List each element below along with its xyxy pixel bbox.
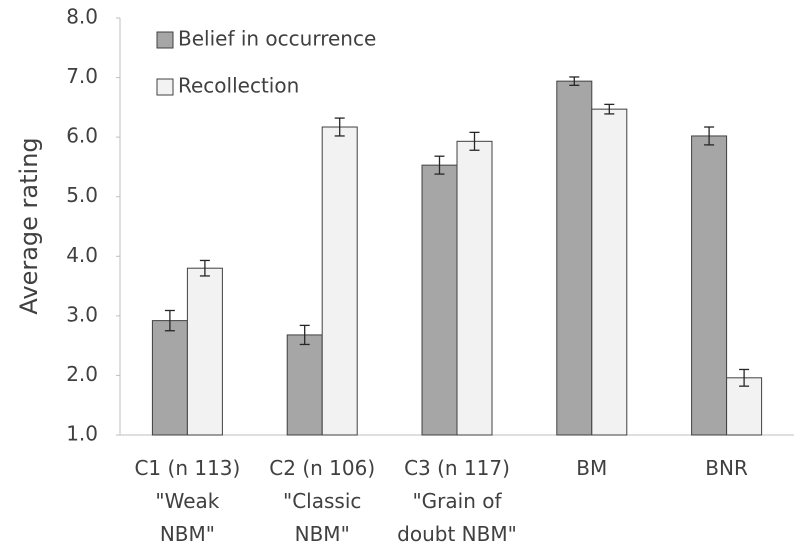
bar — [321, 126, 358, 436]
bar — [421, 164, 458, 436]
y-tick-label: 7.0 — [66, 64, 98, 88]
bar — [151, 320, 188, 436]
error-bar — [164, 309, 175, 332]
error-bar — [604, 103, 615, 115]
error-bar — [469, 131, 480, 151]
bar — [286, 334, 323, 436]
x-tick-label: C2 (n 106) "Classic NBM" — [269, 456, 375, 546]
bar — [691, 135, 728, 436]
y-axis-label: Average rating — [15, 137, 43, 314]
x-tick-label: C3 (n 117) "Grain of doubt NBM" — [397, 456, 517, 546]
y-tick-label: 5.0 — [66, 183, 98, 207]
bar — [186, 267, 223, 436]
y-tick-label: 2.0 — [66, 362, 98, 386]
error-bar — [334, 117, 345, 137]
error-bar — [434, 155, 445, 175]
x-tick-label: C1 (n 113) "Weak NBM" — [134, 456, 240, 546]
bar — [456, 140, 493, 436]
x-tick-label: BM — [576, 456, 607, 480]
error-bar — [199, 259, 210, 277]
y-tick-label: 6.0 — [66, 124, 98, 148]
legend-swatch — [156, 78, 174, 96]
legend-label: Recollection — [178, 74, 299, 98]
error-bar — [299, 324, 310, 346]
x-tick-label: BNR — [705, 456, 748, 480]
y-tick-label: 1.0 — [66, 422, 98, 446]
legend-swatch — [156, 31, 174, 49]
y-tick-label: 3.0 — [66, 302, 98, 326]
bar — [591, 108, 628, 436]
y-tick-label: 8.0 — [66, 5, 98, 29]
y-tick-label: 4.0 — [66, 243, 98, 267]
legend-label: Belief in occurrence — [178, 27, 376, 51]
error-bar — [569, 76, 580, 86]
bar — [556, 80, 593, 436]
error-bar — [739, 368, 750, 387]
error-bar — [704, 126, 715, 146]
